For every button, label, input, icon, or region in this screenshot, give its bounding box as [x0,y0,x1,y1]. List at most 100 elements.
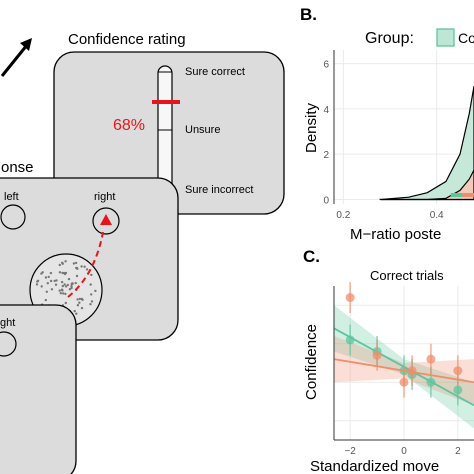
dot [85,268,89,271]
moving-dots [35,260,97,319]
dot [74,261,78,265]
rating-value: 68% [113,117,145,134]
panel-c: C. Correct trials Confidence −2 0 2 Standa… [303,247,474,474]
dot [78,297,82,301]
dot [70,286,73,290]
panel-c-title: Correct trials [370,268,444,283]
dot [36,280,39,283]
dot [90,293,93,296]
tick-label-x: 2 [455,446,461,457]
dot [75,274,79,278]
dot [90,300,94,303]
panel-b-ylabel: Density [303,102,320,153]
panel-c-ylabel: Confidence [303,324,320,400]
dot [71,282,74,285]
confidence-title: Confidence rating [68,31,186,48]
fit-line [333,358,474,384]
dot [54,283,58,286]
response-title: onse [1,159,34,176]
legend-item: Co [458,30,474,46]
dot [58,289,61,292]
front-label: ght [0,317,15,329]
dot [80,265,83,268]
tick-label-x: 0.2 [336,210,350,221]
data-point [399,377,409,387]
tick-label-y: 0 [323,195,329,206]
dot [61,284,64,288]
left-label: left [4,191,19,203]
front-card [0,304,77,474]
dot [45,290,48,293]
dot [53,279,56,283]
arrow-icon [0,38,32,77]
cursor-icon [100,214,112,225]
scatter-plot: −2 0 2 [333,282,474,457]
tick-label-y: 2 [323,150,329,161]
dot [67,277,71,281]
dot [44,276,48,279]
left-target [0,204,26,230]
dot [68,288,72,291]
panel-c-xlabel: Standardized move [310,458,439,474]
dot [44,298,47,302]
dot [60,288,64,291]
dot [64,285,68,288]
dot [50,288,54,291]
dot [49,279,53,283]
dot [47,275,50,279]
panel-b-letter: B. [300,5,317,24]
data-point [426,354,436,364]
density-plot: 0 2 4 6 0.2 0.4 [323,50,474,221]
dot [35,283,39,286]
dot [78,301,81,304]
data-point [345,293,355,303]
dot [64,260,67,263]
dot [76,298,79,301]
dot [66,283,70,287]
scale-label-top: Sure correct [185,66,245,78]
tick-label-y: 4 [323,105,329,116]
data-point [453,366,463,376]
dot [63,272,67,276]
dot [90,273,93,277]
dot [40,285,43,288]
dot [55,279,58,282]
dot [62,292,65,295]
data-point [453,385,463,395]
data-point [372,350,382,360]
dot [46,282,49,285]
task-diagram: Confidence rating 68% Sure correct Unsur… [0,31,285,474]
front-target [0,331,17,357]
tick-label-x: 0.4 [430,210,444,221]
dot [73,309,76,313]
dot [61,261,64,264]
tick-label-y: 6 [323,60,329,71]
dot [58,271,62,274]
dot [60,280,64,284]
dot [74,281,77,285]
dot [70,285,73,288]
right-label: right [94,191,115,203]
dot [58,263,61,267]
dot [41,271,44,274]
scale-label-bottom: Sure incorrect [185,184,253,196]
dot [80,306,84,310]
legend-title: Group: [365,30,414,47]
dot [63,283,66,286]
dot [64,301,68,305]
dot [49,271,53,275]
dot [89,283,92,286]
dot [75,312,78,315]
dot [80,297,84,301]
dot [59,292,62,295]
panel-c-letter: C. [303,247,320,266]
dot [72,262,76,265]
tick-label-x: −2 [344,446,356,457]
tick-label-x: 0 [401,446,407,457]
movement-path [67,231,104,298]
panel-b: B. Group: Co Density 0 2 4 6 0.2 0.4 M−ratio … [300,5,474,243]
dot [89,303,92,306]
dot [64,292,67,296]
scale-label-mid: Unsure [185,124,220,136]
